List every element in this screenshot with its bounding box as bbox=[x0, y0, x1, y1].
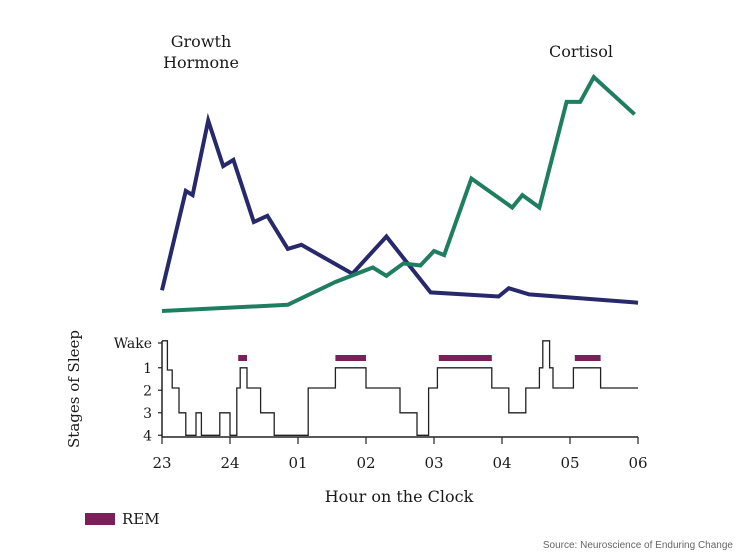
growth-hormone-label-line2: Hormone bbox=[163, 53, 239, 72]
hour-tick-label: 05 bbox=[560, 454, 579, 472]
stage-tick-label: Wake bbox=[114, 336, 152, 352]
rem-bar bbox=[238, 355, 247, 361]
stage-tick-label: 1 bbox=[143, 361, 152, 377]
rem-bars bbox=[238, 355, 601, 361]
cortisol-label: Cortisol bbox=[549, 42, 613, 61]
rem-legend-label: REM bbox=[122, 510, 160, 528]
sleep-stage-ticks: Wake 1 2 3 4 bbox=[114, 336, 162, 444]
hypnogram-line bbox=[162, 340, 638, 436]
rem-bar bbox=[335, 355, 366, 361]
hour-tick-label: 02 bbox=[356, 454, 375, 472]
sleep-x-axis-label: Hour on the Clock bbox=[325, 487, 474, 506]
sleep-y-axis-label: Stages of Sleep bbox=[65, 330, 83, 448]
rem-bar bbox=[438, 355, 492, 361]
hour-tick-label: 04 bbox=[492, 454, 511, 472]
source-note: Source: Neuroscience of Enduring Change bbox=[543, 540, 734, 551]
hour-tick-label: 01 bbox=[288, 454, 307, 472]
hormone-lines bbox=[160, 73, 639, 313]
stage-tick-label: 3 bbox=[143, 406, 152, 422]
growth-hormone-line bbox=[160, 112, 639, 305]
stage-tick-label: 2 bbox=[143, 383, 152, 399]
hour-tick-label: 24 bbox=[220, 454, 239, 472]
rem-legend-swatch bbox=[85, 513, 115, 525]
stage-tick-label: 4 bbox=[143, 428, 152, 444]
hour-tick-label: 23 bbox=[152, 454, 171, 472]
cortisol-line bbox=[161, 73, 636, 313]
rem-bar bbox=[574, 355, 601, 361]
hour-tick-label: 06 bbox=[628, 454, 647, 472]
hour-ticks: 23 24 01 02 03 04 05 06 bbox=[152, 437, 648, 472]
growth-hormone-label-line1: Growth bbox=[171, 32, 232, 51]
hypnogram bbox=[162, 340, 638, 436]
hour-tick-label: 03 bbox=[424, 454, 443, 472]
